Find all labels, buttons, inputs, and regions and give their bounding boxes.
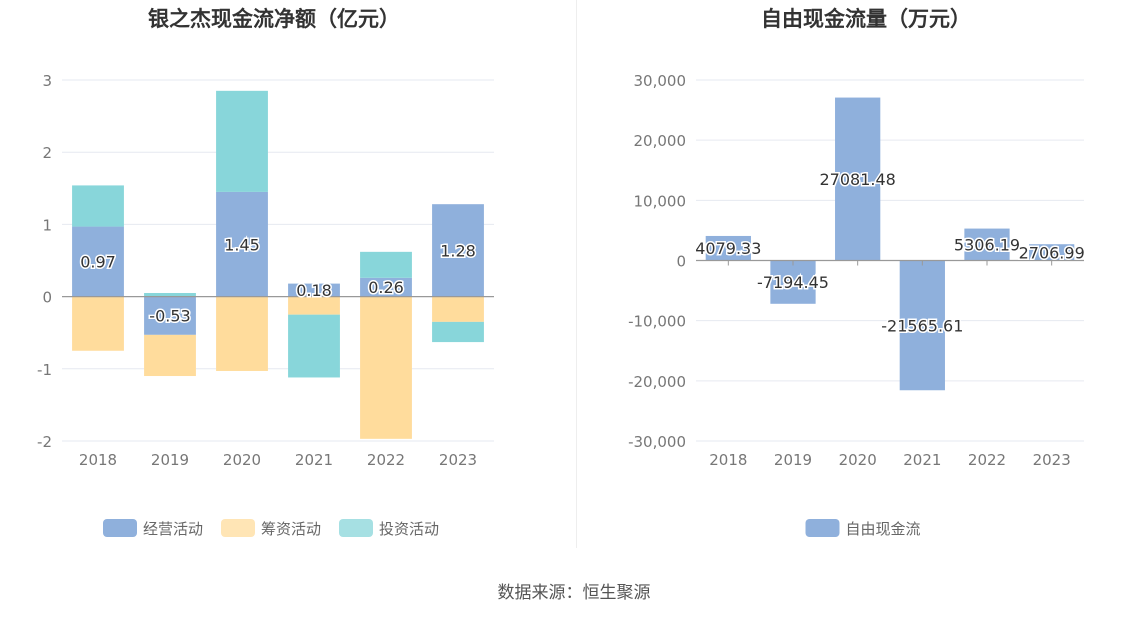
bar-经营活动-2022 — [360, 277, 412, 297]
bar-经营活动-2018 — [72, 226, 124, 297]
y-tick-label: 0 — [42, 289, 52, 307]
data-source: 数据来源：恒生聚源 — [497, 583, 651, 603]
y-tick-label: 20,000 — [634, 132, 687, 150]
x-axis: 2018 2019 2020 2021 2022 2023 — [709, 451, 1071, 469]
y-tick-label: -10,000 — [628, 313, 686, 331]
bar-自由现金流-2019 — [770, 260, 816, 304]
bar-投资活动-2021 — [288, 314, 340, 378]
y-tick-label: 1 — [42, 216, 52, 234]
y-axis: -2 -1 0 1 2 3 — [37, 72, 52, 451]
free-cash-flow-chart: 自由现金流量（万元） -30,000 -20,000 -10,000 0 10,000 2… — [628, 7, 1087, 538]
x-tick-label: 2022 — [968, 451, 1006, 469]
chart-title: 自由现金流量（万元） — [761, 7, 971, 31]
bar-自由现金流-2020 — [835, 97, 881, 261]
x-axis: 2018 2019 2020 2021 2022 2023 — [79, 451, 477, 469]
bar-经营活动-2020 — [216, 191, 268, 297]
legend-item-自由现金流[interactable]: 自由现金流 — [805, 519, 921, 538]
bar-series — [72, 90, 484, 439]
data-label: 0.18 — [296, 281, 332, 300]
chart-title: 银之杰现金流净额（亿元） — [148, 7, 400, 31]
x-tick-label: 2018 — [709, 451, 747, 469]
legend-swatch — [805, 519, 840, 537]
legend-item-经营活动[interactable]: 经营活动 — [103, 519, 203, 538]
grid-lines — [62, 79, 494, 442]
legend[interactable]: 经营活动 筹资活动 投资活动 — [103, 519, 439, 538]
data-label: 2706.99 — [1019, 243, 1085, 262]
x-tick-label: 2022 — [367, 451, 405, 469]
data-label: 1.45 — [224, 235, 260, 254]
grid-lines — [696, 79, 1084, 442]
data-label: 4079.33 — [695, 239, 761, 258]
zero-axis-line — [696, 259, 1084, 266]
data-label: 1.28 — [440, 241, 476, 260]
y-tick-label: 0 — [676, 253, 686, 271]
legend-label: 经营活动 — [143, 520, 203, 538]
bar-投资活动-2020 — [216, 90, 268, 192]
y-tick-label: -30,000 — [628, 433, 686, 451]
data-label: 0.97 — [80, 253, 116, 272]
y-tick-label: 10,000 — [634, 192, 687, 210]
data-label: 0.26 — [368, 278, 404, 297]
x-tick-label: 2023 — [1033, 451, 1071, 469]
bar-经营活动-2019 — [144, 296, 196, 335]
legend-label: 投资活动 — [379, 520, 439, 538]
data-label: 27081.48 — [819, 170, 895, 189]
bar-自由现金流-2022 — [964, 228, 1010, 261]
x-tick-label: 2020 — [839, 451, 877, 469]
y-tick-label: 30,000 — [634, 72, 687, 90]
legend-label: 筹资活动 — [261, 520, 321, 538]
y-tick-label: 3 — [42, 72, 52, 90]
bar-投资活动-2023 — [432, 321, 484, 343]
bar-自由现金流-2018 — [705, 235, 751, 261]
legend-item-筹资活动[interactable]: 筹资活动 — [221, 519, 321, 538]
y-tick-label: -2 — [37, 433, 52, 451]
legend[interactable]: 自由现金流 — [805, 519, 921, 538]
data-label: -7194.45 — [757, 273, 829, 292]
y-axis: -30,000 -20,000 -10,000 0 10,000 20,000 30,000 — [628, 72, 686, 451]
bar-投资活动-2019 — [144, 292, 196, 297]
data-labels: 4079.33 -7194.45 27081.48 -21565.61 5306.192… — [694, 169, 1087, 337]
data-labels: 0.97 -0.53 1.45 0.18 0.26 1.28 — [79, 234, 478, 327]
bar-经营活动-2021 — [288, 283, 340, 297]
legend-label: 自由现金流 — [846, 520, 921, 538]
x-tick-label: 2019 — [774, 451, 812, 469]
x-tick-label: 2021 — [295, 451, 333, 469]
x-tick-label: 2018 — [79, 451, 117, 469]
bar-筹资活动-2020 — [216, 296, 268, 371]
x-tick-label: 2023 — [439, 451, 477, 469]
bar-自由现金流-2021 — [899, 260, 945, 391]
bar-投资活动-2022 — [360, 251, 412, 278]
x-tick-label: 2021 — [903, 451, 941, 469]
legend-swatch — [221, 519, 255, 537]
x-tick-label: 2019 — [151, 451, 189, 469]
bar-筹资活动-2019 — [144, 334, 196, 377]
x-tick-label: 2020 — [223, 451, 261, 469]
bar-筹资活动-2021 — [288, 296, 340, 315]
bar-筹资活动-2022 — [360, 296, 412, 439]
bar-series — [705, 97, 1075, 391]
bar-经营活动-2023 — [432, 204, 484, 297]
panel-divider — [576, 0, 577, 548]
y-tick-label: 2 — [42, 144, 52, 162]
bar-筹资活动-2023 — [432, 296, 484, 322]
legend-swatch — [339, 519, 373, 537]
data-label: 5306.19 — [954, 236, 1020, 255]
bar-投资活动-2018 — [72, 185, 124, 227]
data-label: -21565.61 — [881, 316, 963, 335]
legend-item-投资活动[interactable]: 投资活动 — [339, 519, 439, 538]
bar-自由现金流-2023 — [1029, 244, 1075, 261]
data-label: -0.53 — [149, 307, 190, 326]
legend-swatch — [103, 519, 137, 537]
bar-筹资活动-2018 — [72, 296, 124, 351]
y-tick-label: -20,000 — [628, 373, 686, 391]
y-tick-label: -1 — [37, 361, 52, 379]
